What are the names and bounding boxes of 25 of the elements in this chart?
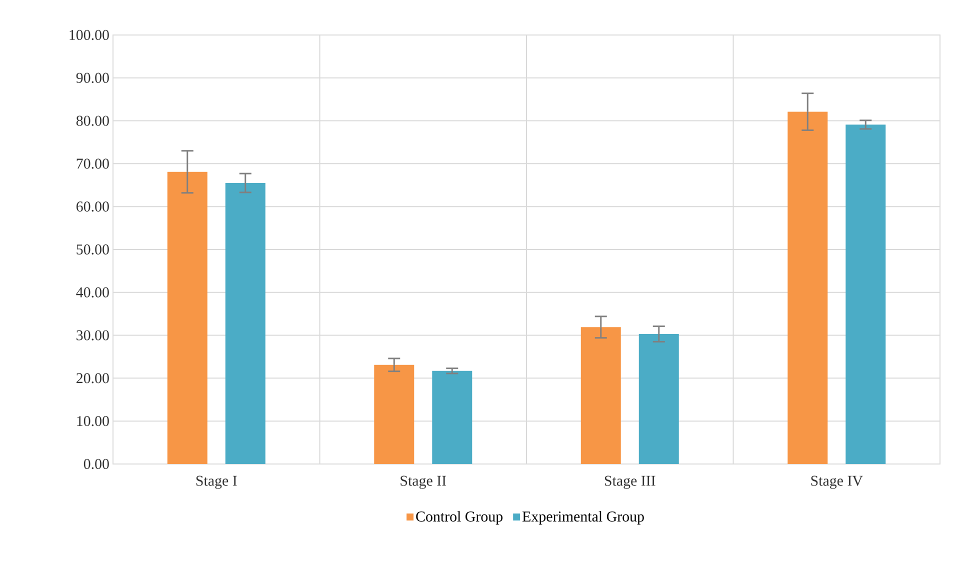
x-tick-label: Stage IV xyxy=(811,476,863,489)
y-tick-label: 70.00 xyxy=(76,158,109,169)
x-tick-label: Stage II xyxy=(400,476,446,489)
y-tick-label: 100.00 xyxy=(70,30,109,40)
bar xyxy=(374,364,414,464)
y-tick-label: 20.00 xyxy=(76,373,109,384)
bar xyxy=(788,112,828,464)
x-tick-label: Stage I xyxy=(196,476,237,489)
y-tick-label: 0.00 xyxy=(84,458,109,470)
bar xyxy=(580,327,621,464)
bar xyxy=(432,370,472,464)
y-tick-label: 90.00 xyxy=(76,72,109,83)
bar xyxy=(846,124,886,464)
y-tick-label: 10.00 xyxy=(77,416,109,426)
x-tick-label: Stage III xyxy=(604,476,656,489)
y-tick-label: 60.00 xyxy=(76,202,109,212)
y-tick-label: 50.00 xyxy=(76,244,109,255)
bar xyxy=(638,334,679,464)
y-tick-label: 40.00 xyxy=(76,287,109,298)
bar xyxy=(167,172,208,464)
bar xyxy=(225,182,266,464)
y-tick-label: 80.00 xyxy=(76,116,109,126)
y-tick-label: 30.00 xyxy=(76,330,109,340)
legend-label: Control Group xyxy=(416,511,503,525)
legend-label: Experimental Group xyxy=(522,511,644,525)
